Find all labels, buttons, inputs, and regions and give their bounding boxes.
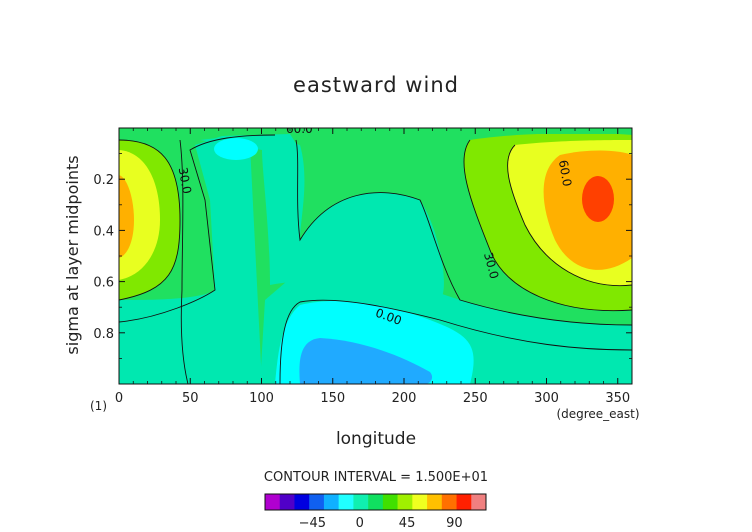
colorbar-tick-label: 45 [399, 516, 416, 531]
x-tick-label: 100 [249, 391, 274, 406]
x-tick-label: 50 [182, 391, 199, 406]
y-tick-label: 0.6 [93, 276, 114, 291]
colorbar-tick-label: 0 [356, 516, 364, 531]
contour-interval: CONTOUR INTERVAL = 1.500E+01 [264, 470, 488, 485]
y-axis: 0.2 0.4 0.6 0.8 [93, 153, 632, 359]
field-yellow-west [119, 150, 160, 280]
colorbar-swatch [382, 494, 398, 510]
field-red-east [582, 176, 614, 222]
colorbar-swatch [323, 494, 339, 510]
contour-label: 30.0 [481, 251, 501, 280]
x-tick-label: 0 [115, 391, 123, 406]
colorbar-swatch [353, 494, 369, 510]
colorbar-swatch [338, 494, 354, 510]
colorbar-swatch [294, 494, 310, 510]
panel-label: (1) [90, 399, 107, 413]
x-axis: 0 50 100 150 200 250 300 350 [115, 128, 630, 406]
field-lightblue [299, 338, 433, 384]
field-cyan-small [214, 138, 258, 160]
colorbar-swatch [368, 494, 384, 510]
y-tick-label: 0.4 [93, 224, 114, 239]
x-axis-label: longitude [336, 429, 416, 449]
field-orange-west [119, 175, 134, 258]
field-bluegreen-top [200, 136, 444, 300]
contour-label: 60.0 [286, 122, 313, 136]
colorbar-swatch [279, 494, 295, 510]
y-axis-label: sigma at layer midpoints [63, 155, 82, 354]
x-tick-label: 200 [392, 391, 417, 406]
colorbar-swatch [265, 494, 281, 510]
colorbar-frame [264, 493, 487, 511]
colorbar-swatch [456, 494, 472, 510]
contour-label: 60.0 [556, 159, 574, 188]
colorbar-tick-label: 90 [446, 516, 463, 531]
colorbar-swatch [412, 494, 428, 510]
y-tick-label: 0.8 [93, 327, 114, 342]
colorbar-swatch [427, 494, 443, 510]
colorbar-swatch [441, 494, 457, 510]
chart-title: eastward wind [293, 73, 459, 97]
x-tick-label: 350 [605, 391, 630, 406]
x-tick-label: 300 [534, 391, 559, 406]
contour-lines [119, 134, 632, 384]
colorbar-swatch [309, 494, 325, 510]
x-tick-label: 150 [320, 391, 345, 406]
colorbar-tick-label: −45 [299, 516, 326, 531]
x-tick-label: 250 [463, 391, 488, 406]
plot-area: 30.0 60.0 60.0 30.0 0.00 [119, 122, 632, 384]
field-bluegreen-west [119, 134, 300, 384]
colorbar: −45 0 45 90 [264, 493, 487, 531]
colorbar-swatch [471, 494, 487, 510]
contour-label: 30.0 [176, 166, 194, 195]
y-tick-label: 0.2 [93, 173, 114, 188]
colorbar-swatch [397, 494, 413, 510]
x-axis-unit: (degree_east) [556, 407, 639, 421]
